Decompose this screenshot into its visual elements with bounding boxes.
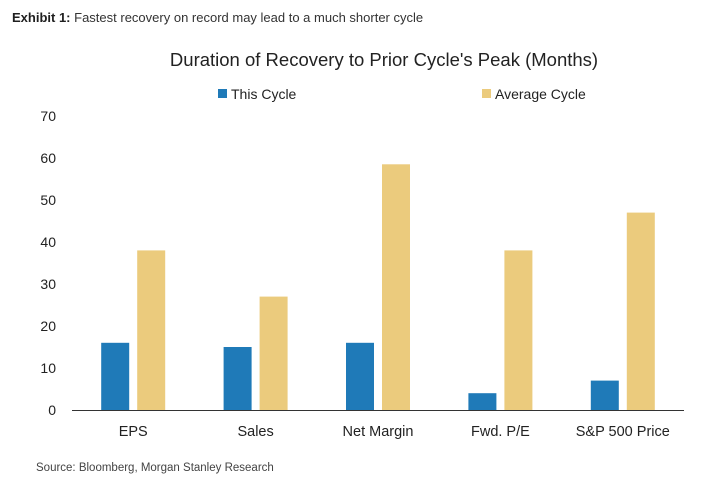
y-tick-label: 20: [40, 318, 56, 334]
x-axis: EPS Sales Net Margin Fwd. P/E S&P 500 Price: [72, 410, 684, 440]
y-axis: 0 10 20 30 40 50 60 70: [40, 108, 56, 418]
bar-this-cycle-sales: [223, 347, 252, 410]
y-tick-label: 60: [40, 150, 56, 166]
bar-this-cycle-net-margin: [346, 342, 374, 410]
chart-legend: This Cycle Average Cycle: [218, 86, 586, 102]
exhibit-caption-text: Fastest recovery on record may lead to a…: [74, 10, 424, 25]
bar-this-cycle-eps: [101, 342, 130, 410]
x-tick-label: Net Margin: [343, 424, 414, 440]
y-tick-label: 70: [40, 108, 56, 124]
bar-average-cycle-sales: [259, 296, 288, 410]
bars-group: [101, 164, 655, 410]
y-tick-label: 50: [40, 192, 56, 208]
chart-title: Duration of Recovery to Prior Cycle's Pe…: [170, 49, 598, 70]
x-tick-label: S&P 500 Price: [576, 424, 670, 440]
x-tick-label: Fwd. P/E: [471, 424, 530, 440]
exhibit-caption: Exhibit 1: Fastest recovery on record ma…: [12, 10, 423, 25]
x-tick-label: Sales: [237, 424, 273, 440]
y-tick-label: 30: [40, 276, 56, 292]
bar-average-cycle-s-p-500-price: [626, 212, 655, 410]
bar-this-cycle-s-p-500-price: [590, 380, 619, 410]
bar-average-cycle-net-margin: [382, 164, 410, 410]
bar-average-cycle-eps: [137, 250, 166, 410]
legend-label: Average Cycle: [495, 86, 586, 102]
source-note: Source: Bloomberg, Morgan Stanley Resear…: [36, 462, 274, 474]
x-tick-label: EPS: [119, 424, 148, 440]
exhibit-label: Exhibit 1:: [12, 10, 71, 25]
y-tick-label: 0: [48, 402, 56, 418]
bar-average-cycle-fwd-p-e: [504, 250, 533, 410]
y-tick-label: 40: [40, 234, 56, 250]
legend-swatch-this-cycle: [218, 89, 227, 98]
bar-this-cycle-fwd-p-e: [468, 393, 497, 410]
legend-label: This Cycle: [231, 86, 297, 102]
y-tick-label: 10: [40, 360, 56, 376]
legend-swatch-average-cycle: [482, 89, 491, 98]
